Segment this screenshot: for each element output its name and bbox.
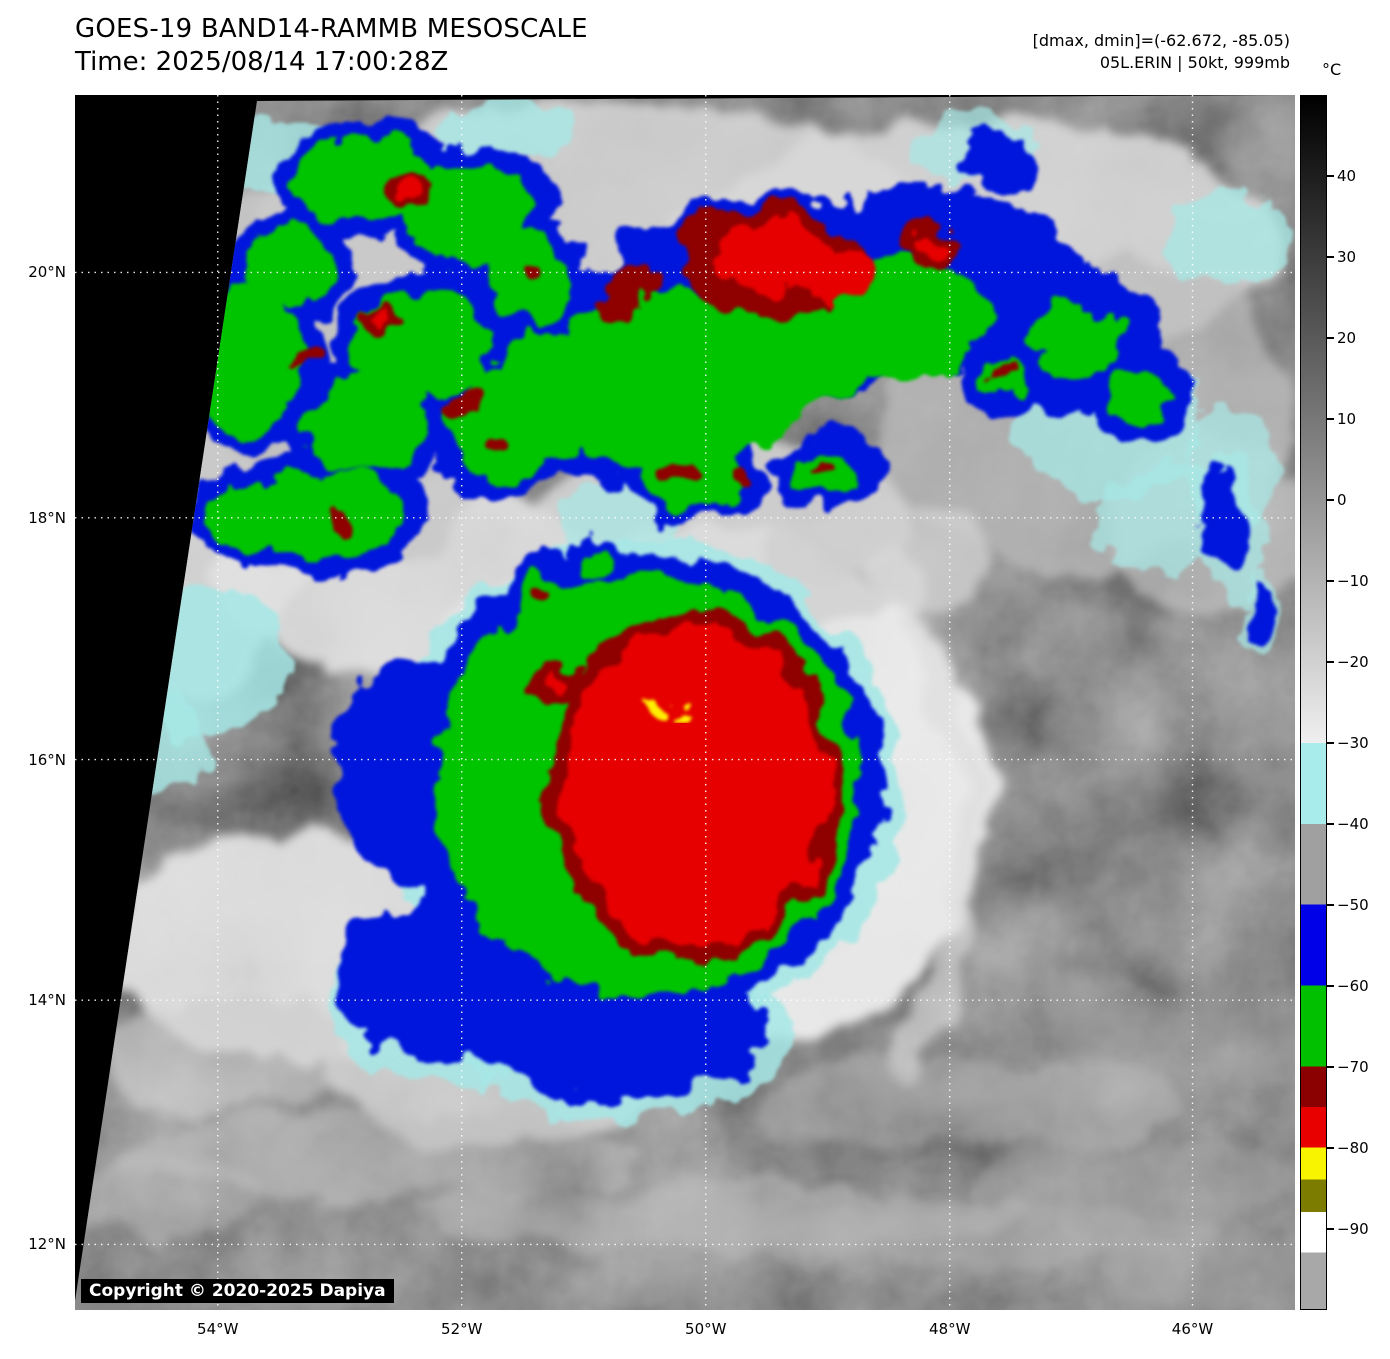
dmax-dmin-readout: [dmax, dmin]=(-62.672, -85.05) xyxy=(1032,31,1290,50)
colorbar-tick-label: 30 xyxy=(1337,248,1357,266)
colorbar-tick-labels: 40 30 20 10 0 −10 −20 −30 −40 −50 −60 −70 −80 −90 xyxy=(1337,95,1389,1310)
colorbar-tick-mark xyxy=(1327,904,1334,906)
colorbar-tick-mark xyxy=(1327,742,1334,744)
storm-overshoot-yellow xyxy=(642,698,674,716)
colorbar-tick-mark xyxy=(1327,175,1334,177)
colorbar-tick-mark xyxy=(1327,580,1334,582)
latitude-label: 20°N xyxy=(28,263,66,282)
colorbar-tick-mark xyxy=(1327,1228,1334,1230)
longitude-label: 54°W xyxy=(197,1320,239,1338)
colorbar-tick-mark xyxy=(1327,1066,1334,1068)
satellite-map: Copyright © 2020-2025 Dapiya xyxy=(75,95,1295,1310)
longitude-label: 52°W xyxy=(441,1320,483,1338)
colorbar-tick-mark xyxy=(1327,661,1334,663)
longitude-label: 46°W xyxy=(1171,1320,1214,1338)
colorbar-tick-label: −10 xyxy=(1337,572,1369,590)
cold-tops-red xyxy=(371,182,951,949)
colorbar-tick-label: −30 xyxy=(1337,734,1369,752)
colorbar-tick-label: 10 xyxy=(1337,410,1357,428)
colorbar-tick-mark xyxy=(1327,499,1334,501)
storm-info: 05L.ERIN | 50kt, 999mb xyxy=(1099,53,1290,72)
storm-inner-red xyxy=(563,625,827,949)
colorbar-unit-label: °C xyxy=(1322,60,1342,79)
latitude-label: 12°N xyxy=(28,1235,66,1254)
colorbar-tick-mark xyxy=(1327,1147,1334,1149)
colorbar-tick-marks xyxy=(1327,95,1335,1310)
colorbar-tick-label: −70 xyxy=(1337,1058,1369,1076)
colorbar-tick-label: 0 xyxy=(1337,491,1347,509)
latitude-label: 18°N xyxy=(28,508,66,527)
colorbar-tick-mark xyxy=(1327,823,1334,825)
header-annotations: [dmax, dmin]=(-62.672, -85.05) 05L.ERIN … xyxy=(1033,30,1290,74)
colorbar-tick-label: −50 xyxy=(1337,896,1369,914)
outer-spiral-band xyxy=(864,537,979,1081)
colorbar-tick-mark xyxy=(1327,985,1334,987)
colorbar-tick-label: −20 xyxy=(1337,653,1369,671)
colorbar-tick-label: −60 xyxy=(1337,977,1369,995)
temperature-colorbar xyxy=(1300,95,1327,1310)
latitude-label: 16°N xyxy=(28,750,66,769)
colorbar-tick-label: −40 xyxy=(1337,815,1369,833)
colorbar-tick-label: 20 xyxy=(1337,329,1357,347)
colorbar-tick-mark xyxy=(1327,256,1334,258)
longitude-label: 50°W xyxy=(685,1320,727,1338)
satellite-swath xyxy=(75,95,1295,1310)
colorbar-tick-mark xyxy=(1327,418,1334,420)
overshooting-tops-yellow xyxy=(642,698,693,718)
colorbar-tick-mark xyxy=(1327,337,1334,339)
colorbar-tick-label: −80 xyxy=(1337,1139,1369,1157)
copyright-label: Copyright © 2020-2025 Dapiya xyxy=(81,1279,394,1303)
latitude-label: 14°N xyxy=(28,991,66,1010)
timestamp: Time: 2025/08/14 17:00:28Z xyxy=(75,47,449,77)
longitude-label: 48°W xyxy=(929,1320,971,1338)
colorbar-tick-label: 40 xyxy=(1337,167,1357,185)
product-title: GOES-19 BAND14-RAMMB MESOSCALE xyxy=(75,14,588,44)
graticule xyxy=(75,95,1295,1310)
colorbar-tick-label: −90 xyxy=(1337,1220,1369,1238)
satellite-image xyxy=(75,95,1295,1310)
